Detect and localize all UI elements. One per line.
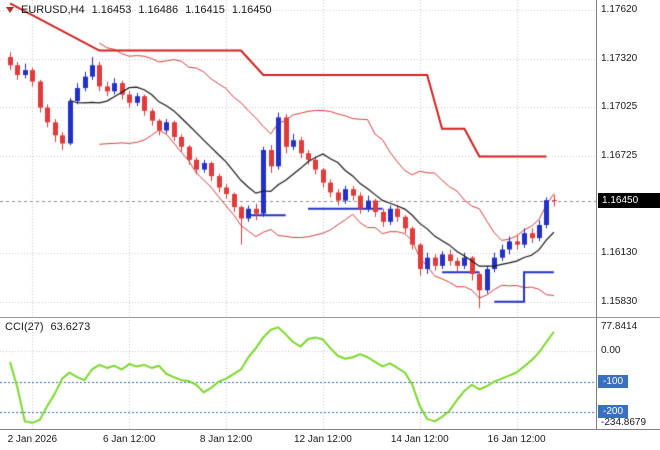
chart-ohlc-readout: EURUSD,H4 1.16453 1.16486 1.16415 1.1645… (6, 4, 272, 16)
price-tick-label: 1.17620 (601, 3, 638, 15)
ohlc-high-value: 1.16486 (138, 4, 179, 16)
cci-tick-label: -234.8679 (601, 416, 647, 428)
price-axis[interactable]: 1.17620 1.17320 1.17025 1.16725 1.16130 1.158… (596, 0, 660, 429)
time-axis[interactable]: 2 Jan 2026 6 Jan 12:00 8 Jan 12:00 12 Jan 1… (0, 429, 660, 450)
ohlc-open-value: 1.16453 (91, 4, 132, 16)
cci-value: 63.6273 (50, 321, 91, 333)
price-tick-label: 1.17320 (601, 52, 638, 64)
time-tick-label: 8 Jan 12:00 (199, 434, 253, 445)
price-tick-label: 1.16130 (601, 246, 638, 258)
cci-indicator-readout: CCI(27) 63.6273 (5, 321, 90, 333)
ohlc-close-value: 1.16450 (231, 4, 272, 16)
cci-tick-label: 77.8414 (601, 321, 638, 333)
time-tick-label: 6 Jan 12:00 (103, 434, 156, 445)
cci-tick-label: 0.00 (601, 345, 621, 357)
price-tick-label: 1.16725 (601, 149, 638, 161)
cci-level-label: -100 (598, 374, 629, 388)
symbol-dropdown-icon (6, 7, 14, 13)
cci-label: CCI(27) (5, 321, 44, 333)
cci-level-label: -200 (598, 405, 629, 419)
price-tick-label: 1.17025 (601, 100, 638, 112)
current-price-label: 1.16450 (598, 192, 660, 208)
symbol-label: EURUSD,H4 (21, 4, 85, 16)
price-tick-label: 1.15830 (601, 295, 638, 307)
price-chart-canvas[interactable] (0, 0, 597, 318)
time-tick-label: 16 Jan 12:00 (487, 434, 546, 445)
ohlc-low-value: 1.16415 (185, 4, 225, 16)
time-tick-label: 14 Jan 12:00 (390, 434, 449, 445)
time-tick-label: 2 Jan 2026 (7, 434, 58, 445)
panel-divider[interactable] (0, 317, 660, 320)
time-tick-label: 12 Jan 12:00 (293, 434, 352, 445)
cci-chart-canvas[interactable] (0, 320, 597, 429)
